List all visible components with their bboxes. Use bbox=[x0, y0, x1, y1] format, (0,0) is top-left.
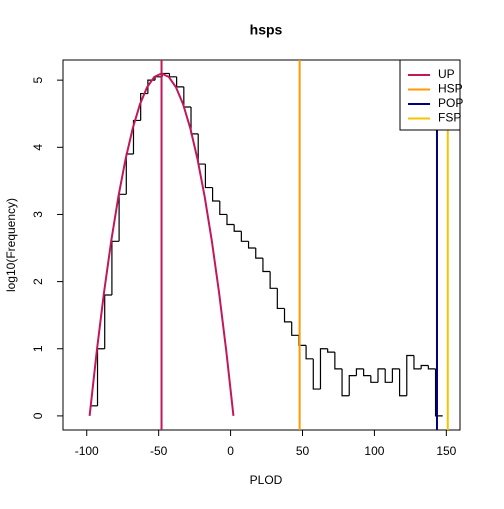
histogram-step bbox=[240, 231, 249, 242]
legend-label: UP bbox=[438, 67, 455, 81]
histogram-step bbox=[190, 107, 199, 135]
y-tick-label: 3 bbox=[31, 211, 45, 218]
histogram-step bbox=[398, 368, 407, 397]
histogram-step bbox=[233, 224, 242, 232]
histogram-step bbox=[269, 271, 278, 289]
y-tick-label: 2 bbox=[31, 278, 45, 285]
x-tick-label: 0 bbox=[227, 444, 234, 458]
histogram-step bbox=[176, 76, 184, 88]
histogram-step bbox=[406, 354, 414, 396]
histogram-step bbox=[327, 348, 335, 353]
histogram-step bbox=[391, 368, 400, 383]
histogram-step bbox=[348, 375, 357, 396]
histogram-step bbox=[125, 153, 134, 195]
histogram-step bbox=[377, 368, 386, 383]
histogram-step bbox=[370, 375, 379, 383]
y-tick-label: 0 bbox=[31, 412, 45, 419]
histogram-step bbox=[384, 368, 393, 383]
histogram-step bbox=[363, 368, 371, 377]
histogram-step bbox=[247, 241, 256, 249]
legend-label: FSP bbox=[438, 111, 461, 125]
legend-label: HSP bbox=[438, 82, 463, 96]
histogram-step bbox=[334, 352, 343, 370]
histogram-step bbox=[283, 308, 292, 323]
histogram-step bbox=[355, 368, 364, 376]
histogram-step bbox=[341, 368, 350, 397]
histogram-step bbox=[132, 119, 141, 155]
histogram-step bbox=[291, 321, 299, 336]
histogram-step bbox=[434, 368, 443, 417]
histogram-step bbox=[420, 364, 429, 369]
y-tick-label: 1 bbox=[31, 345, 45, 352]
histogram-step bbox=[413, 355, 422, 370]
histogram-step bbox=[226, 214, 235, 226]
histogram-step bbox=[96, 348, 105, 406]
histogram-step bbox=[276, 288, 285, 310]
histogram-step bbox=[168, 73, 177, 78]
y-tick-label: 4 bbox=[31, 144, 45, 151]
histogram-step bbox=[427, 365, 436, 370]
plot-frame bbox=[62, 59, 461, 431]
histogram-step bbox=[197, 133, 206, 165]
histogram-step bbox=[104, 294, 112, 349]
histogram-step bbox=[204, 164, 213, 189]
histogram-step bbox=[262, 258, 271, 273]
x-tick-label: 150 bbox=[436, 444, 456, 458]
x-tick-label: 50 bbox=[296, 444, 310, 458]
histogram-step bbox=[111, 240, 120, 296]
y-axis-label: log10(Frequency) bbox=[4, 198, 18, 292]
x-axis-label: PLOD bbox=[250, 473, 283, 487]
histogram-step bbox=[255, 248, 263, 259]
histogram-step bbox=[312, 358, 321, 390]
legend-label: POP bbox=[438, 96, 463, 110]
histogram-step bbox=[305, 345, 314, 360]
x-tick-label: -50 bbox=[150, 444, 168, 458]
y-tick-label: 5 bbox=[31, 76, 45, 83]
histogram-step bbox=[183, 86, 192, 108]
chart-title: hsps bbox=[250, 22, 283, 38]
histogram-step bbox=[211, 187, 220, 202]
x-tick-label: -100 bbox=[75, 444, 99, 458]
histogram-step bbox=[319, 348, 328, 390]
histogram-step bbox=[118, 193, 127, 242]
histogram-step bbox=[219, 201, 227, 216]
x-tick-label: 100 bbox=[364, 444, 384, 458]
